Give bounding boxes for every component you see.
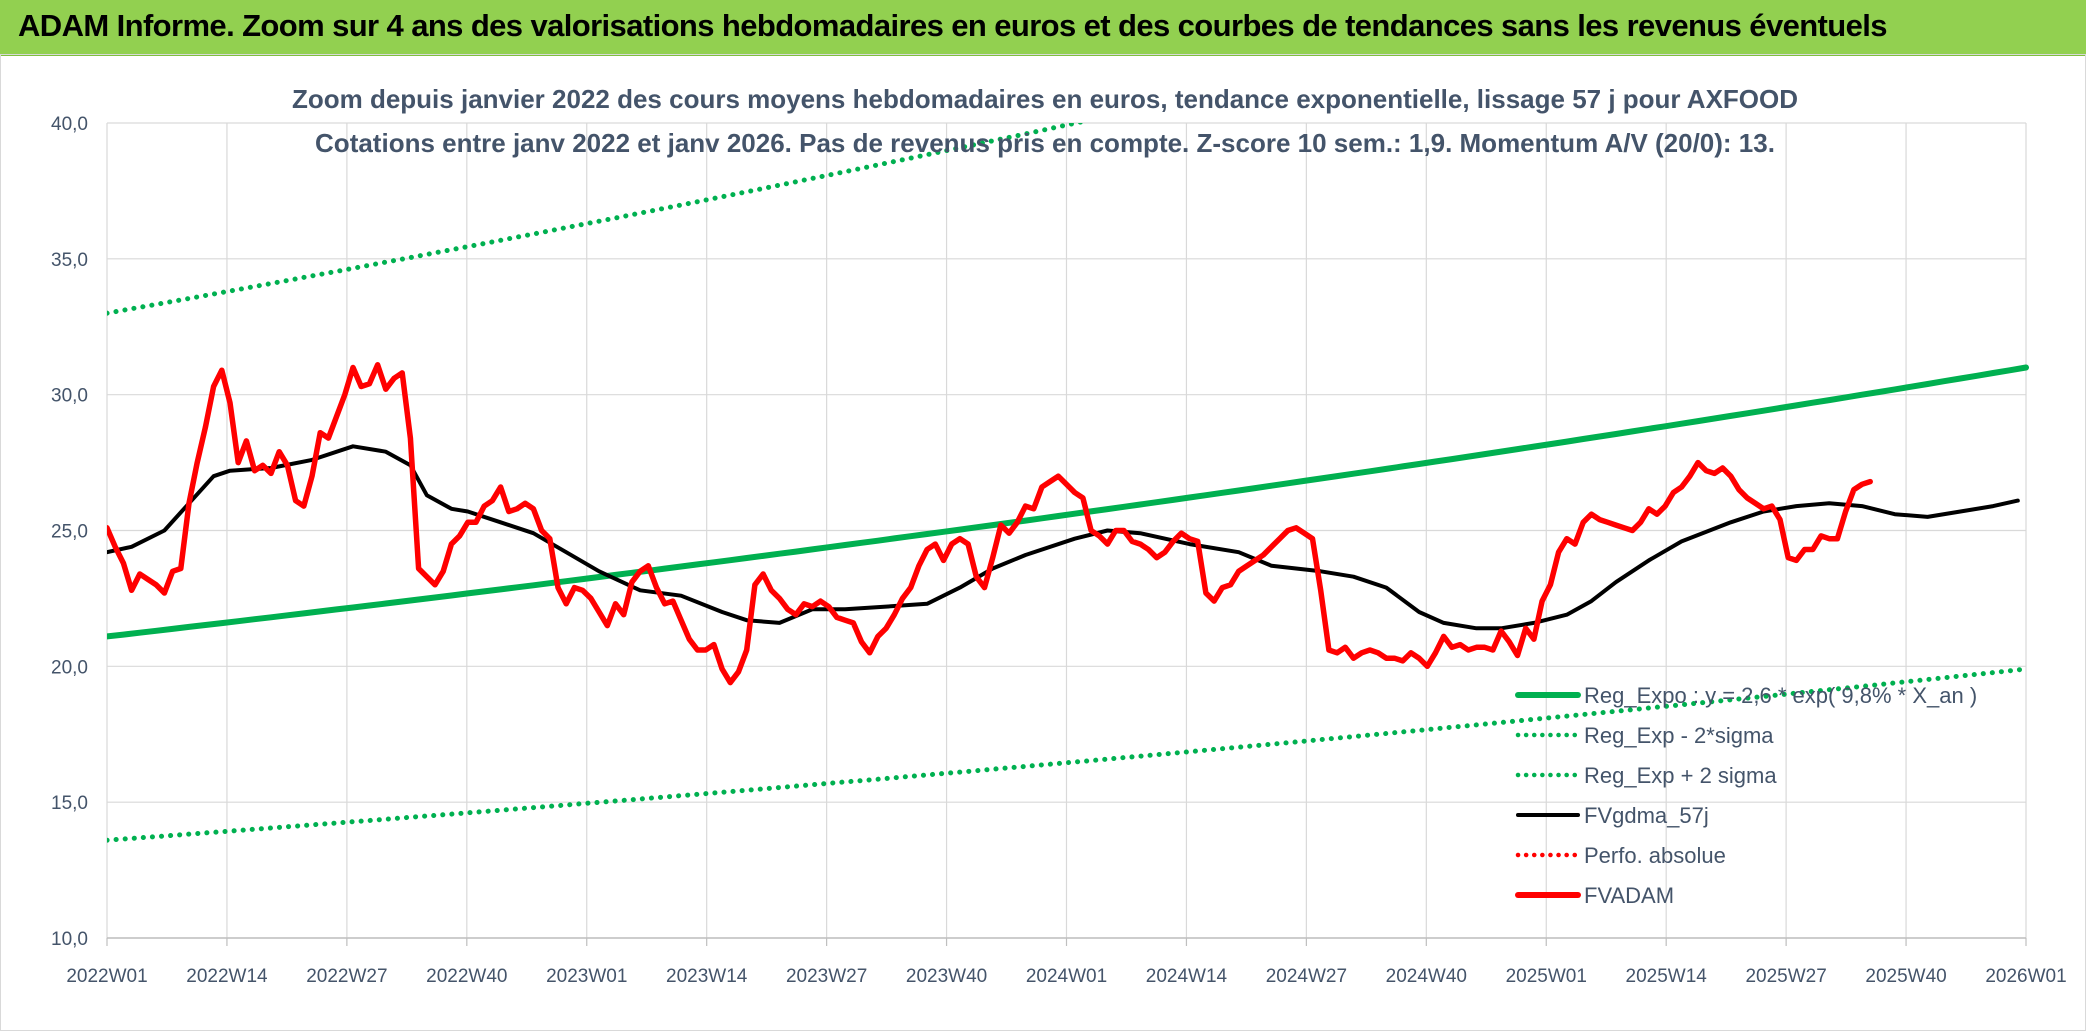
- report-title: ADAM Informe. Zoom sur 4 ans des valoris…: [18, 8, 1888, 43]
- x-tick-label: 2025W40: [1865, 966, 1946, 987]
- legend-label: Reg_Expo : y = 2,6 * exp( 9,8% * X_an ): [1584, 683, 1977, 708]
- x-tick-label: 2025W27: [1745, 966, 1826, 987]
- legend-label: FVgdma_57j: [1584, 803, 1709, 828]
- report-header: ADAM Informe. Zoom sur 4 ans des valoris…: [0, 0, 2086, 56]
- legend-item-reg-expo: Reg_Expo : y = 2,6 * exp( 9,8% * X_an ): [1515, 683, 1977, 708]
- x-tick-label: 2024W01: [1026, 966, 1107, 987]
- y-tick-label: 35,0: [51, 250, 88, 271]
- x-tick-label: 2024W27: [1266, 966, 1347, 987]
- y-tick-label: 10,0: [51, 929, 88, 950]
- x-tick-label: 2024W40: [1386, 966, 1467, 987]
- grid: [106, 122, 2027, 946]
- x-tick-label: 2022W14: [186, 966, 268, 987]
- x-tick-label: 2025W14: [1626, 966, 1708, 987]
- series-layer: [107, 123, 2029, 843]
- y-tick-label: 30,0: [51, 386, 88, 407]
- reg-plus-2sigma-line: [107, 123, 1089, 316]
- x-tick-label: 2023W40: [906, 966, 987, 987]
- legend-label: Reg_Exp + 2 sigma: [1584, 763, 1777, 788]
- chart-subtitle: Cotations entre janv 2022 et janv 2026. …: [315, 128, 1775, 158]
- legend-item-reg-minus-2sigma: Reg_Exp - 2*sigma: [1515, 723, 1774, 748]
- x-tick-label: 2025W01: [1506, 966, 1587, 987]
- legend-label: Perfo. absolue: [1584, 843, 1726, 868]
- reg-expo-line: [107, 364, 2029, 640]
- x-tick-label: 2026W01: [1985, 966, 2066, 987]
- y-tick-label: 40,0: [51, 114, 88, 135]
- fvadam-line: [107, 362, 1873, 686]
- x-tick-label: 2024W14: [1146, 966, 1228, 987]
- reg-minus-2sigma-line: [107, 666, 2029, 843]
- x-tick-label: 2022W01: [66, 966, 147, 987]
- legend-item-perfo-absolue: Perfo. absolue: [1515, 843, 1726, 868]
- y-tick-label: 15,0: [51, 793, 88, 814]
- x-tick-label: 2022W40: [426, 966, 507, 987]
- legend-label: FVADAM: [1584, 883, 1674, 908]
- fvgdma-57j-line: [107, 444, 2020, 631]
- legend-label: Reg_Exp - 2*sigma: [1584, 723, 1774, 748]
- y-axis: 10,0 15,0 20,0 25,0 30,0 35,0 40,0: [51, 114, 88, 950]
- legend-item-reg-plus-2sigma: Reg_Exp + 2 sigma: [1515, 763, 1777, 788]
- x-tick-label: 2023W14: [666, 966, 748, 987]
- y-tick-label: 20,0: [51, 657, 88, 678]
- x-tick-label: 2023W27: [786, 966, 867, 987]
- chart-title: Zoom depuis janvier 2022 des cours moyen…: [292, 84, 1798, 114]
- legend: Reg_Expo : y = 2,6 * exp( 9,8% * X_an ) R…: [1515, 683, 1977, 908]
- x-tick-label: 2022W27: [306, 966, 387, 987]
- x-tick-label: 2023W01: [546, 966, 627, 987]
- x-axis: 2022W01 2022W14 2022W27 2022W40 2023W01 2023W…: [66, 966, 2066, 987]
- y-tick-label: 25,0: [51, 522, 88, 543]
- legend-item-fvgdma-57j: FVgdma_57j: [1516, 803, 1709, 828]
- legend-item-fvadam: FVADAM: [1515, 883, 1674, 908]
